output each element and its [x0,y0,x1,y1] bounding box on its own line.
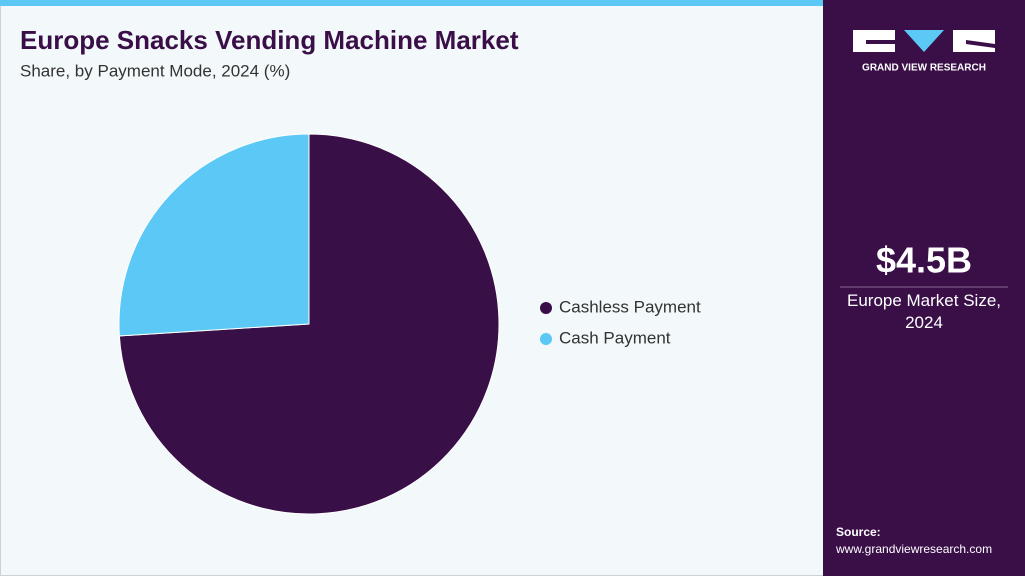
logo-triangle [904,30,944,52]
logo-cut [966,40,995,48]
chart-title: Europe Snacks Vending Machine Market [20,25,519,55]
market-label: Europe Market Size, 2024 [846,291,1001,332]
sidebar [823,0,1025,576]
brand-name: GRAND VIEW RESEARCH [862,63,986,74]
legend-marker [540,302,552,314]
logo-block [953,30,995,52]
legend-label: Cashless Payment [559,297,701,316]
source-url: www.grandviewresearch.com [835,542,992,556]
top-stripe [0,0,823,6]
source-label: Source: [836,525,881,539]
chart-subtitle: Share, by Payment Mode, 2024 (%) [20,61,290,80]
pie-slice [118,133,310,337]
legend-marker [540,333,552,345]
logo [853,30,995,52]
legend-label: Cash Payment [559,328,671,347]
market-size: $4.5B [876,240,972,281]
logo-cut [866,40,895,44]
market-label-box: Europe Market Size, 2024 [846,291,1001,332]
